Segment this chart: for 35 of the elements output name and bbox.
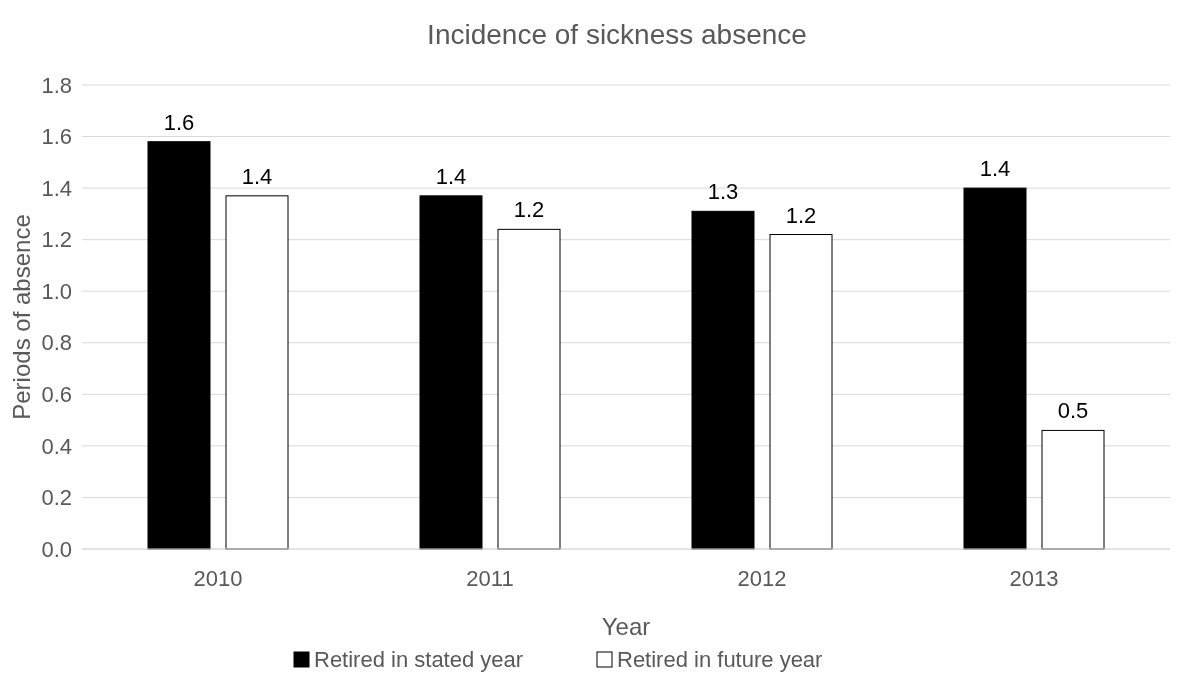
data-label: 1.4 — [435, 163, 467, 189]
x-tick-label: 2010 — [193, 566, 243, 591]
data-label: 1.3 — [707, 179, 739, 205]
bar — [419, 195, 483, 550]
data-label: 1.6 — [163, 109, 195, 135]
bar — [963, 187, 1027, 550]
legend-label: Retired in future year — [617, 647, 823, 672]
bar — [691, 210, 755, 550]
y-tick-label: 0.0 — [41, 536, 72, 562]
y-tick-label: 0.4 — [41, 433, 72, 459]
bar — [1041, 429, 1105, 550]
bar — [769, 234, 833, 550]
y-tick-label: 1.6 — [41, 124, 72, 150]
y-tick-label: 0.2 — [41, 485, 72, 511]
data-label: 1.2 — [785, 202, 817, 228]
bar — [497, 228, 561, 550]
legend-label: Retired in stated year — [314, 647, 524, 672]
y-tick-label: 1.0 — [41, 278, 72, 304]
bar — [147, 141, 211, 550]
data-label: 0.5 — [1057, 398, 1089, 424]
x-tick-label: 2012 — [737, 566, 787, 591]
y-tick-label: 1.8 — [41, 72, 72, 98]
data-label: 1.4 — [979, 156, 1011, 182]
bar — [225, 195, 289, 550]
y-tick-label: 1.4 — [41, 175, 72, 201]
x-tick-label: 2011 — [466, 566, 514, 591]
y-axis-title: Periods of absence — [8, 214, 35, 420]
x-axis-title: Year — [601, 613, 651, 640]
data-label: 1.4 — [241, 163, 273, 189]
y-tick-label: 1.2 — [41, 227, 72, 253]
y-tick-label: 0.8 — [41, 330, 72, 356]
chart-title: Incidence of sickness absence — [427, 19, 807, 50]
y-tick-label: 0.6 — [41, 382, 72, 408]
data-label: 1.2 — [513, 197, 545, 223]
x-tick-label: 2013 — [1009, 566, 1059, 591]
